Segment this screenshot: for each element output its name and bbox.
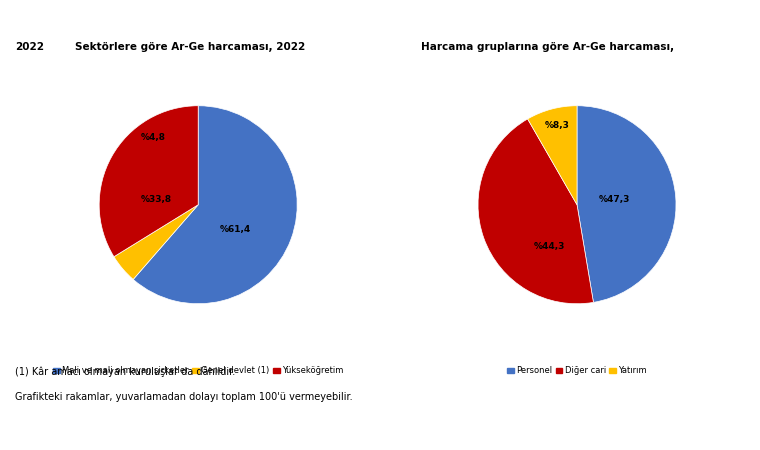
Wedge shape <box>527 106 577 205</box>
Wedge shape <box>133 106 297 304</box>
Wedge shape <box>100 106 198 257</box>
Wedge shape <box>114 205 198 279</box>
Legend: Mali ve mali olmayan şirketler, Genel devlet (1), Yükseköğretim: Mali ve mali olmayan şirketler, Genel de… <box>49 363 347 379</box>
Wedge shape <box>478 119 594 304</box>
Text: %44,3: %44,3 <box>534 242 565 251</box>
Text: Grafikteki rakamlar, yuvarlamadan dolayı toplam 100'ü vermeyebilir.: Grafikteki rakamlar, yuvarlamadan dolayı… <box>15 392 353 401</box>
Text: Sektörlere göre Ar-Ge harcaması, 2022: Sektörlere göre Ar-Ge harcaması, 2022 <box>75 42 305 52</box>
Text: %47,3: %47,3 <box>599 195 630 204</box>
Text: Harcama gruplarına göre Ar-Ge harcaması,: Harcama gruplarına göre Ar-Ge harcaması, <box>420 42 674 52</box>
Text: %33,8: %33,8 <box>141 195 173 204</box>
Text: (1) Kâr amacı olmayan kuruluşlar da dâhildir.: (1) Kâr amacı olmayan kuruluşlar da dâhi… <box>15 367 236 377</box>
Text: 2022: 2022 <box>15 42 44 52</box>
Text: %4,8: %4,8 <box>141 133 166 142</box>
Text: %61,4: %61,4 <box>220 225 252 234</box>
Legend: Personel, Diğer cari, Yatırım: Personel, Diğer cari, Yatırım <box>504 363 651 379</box>
Text: %8,3: %8,3 <box>545 121 570 130</box>
Wedge shape <box>577 106 676 302</box>
